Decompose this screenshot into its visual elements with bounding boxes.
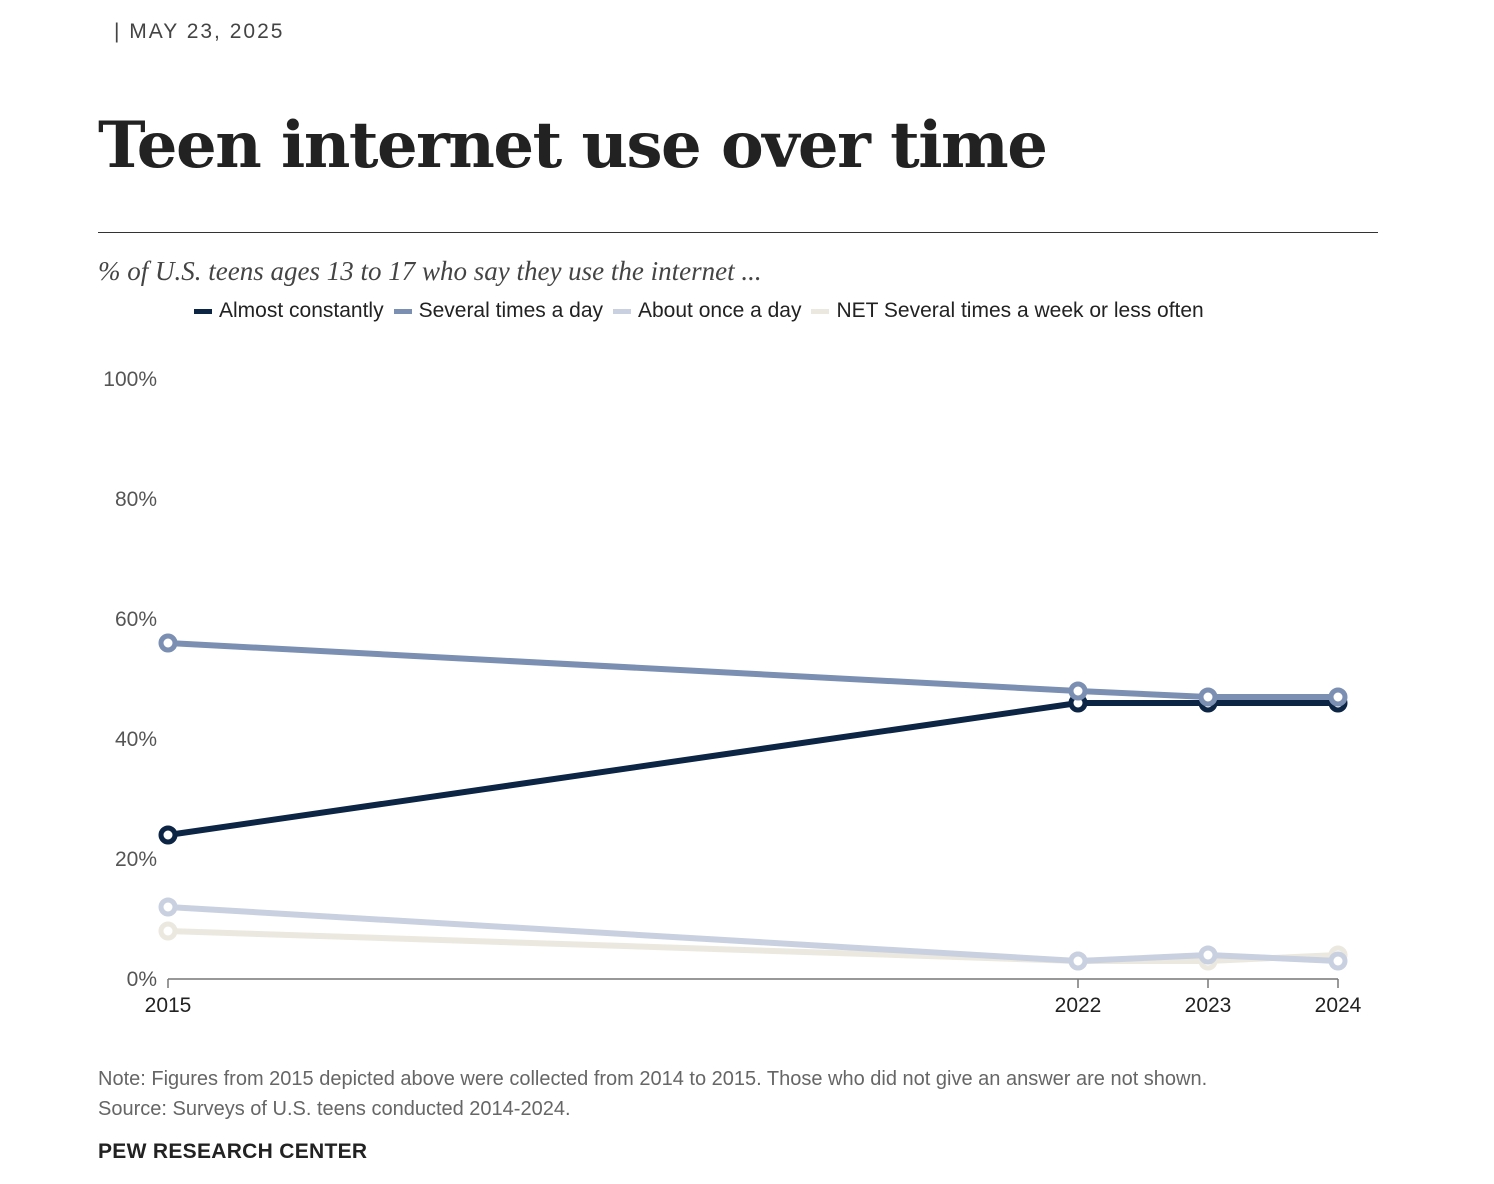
series-line-almost-constantly — [167, 700, 1338, 838]
data-point — [158, 633, 178, 653]
x-tick-label: 2022 — [1055, 994, 1102, 1017]
data-point — [1068, 951, 1088, 971]
legend-item: Several times a day — [393, 299, 603, 323]
legend-swatch — [811, 308, 830, 314]
legend-label: Several times a day — [418, 299, 603, 322]
source-text: Source: Surveys of U.S. teens conducted … — [98, 1098, 571, 1120]
title-divider — [98, 232, 1378, 233]
data-point — [158, 897, 178, 917]
chart-title: Teen internet use over time — [98, 108, 1048, 183]
data-point — [158, 921, 178, 941]
series-line-several-times-a-day — [167, 640, 1338, 700]
legend-label: About once a day — [638, 299, 802, 322]
note-text: Note: Figures from 2015 depicted above w… — [98, 1068, 1208, 1090]
y-tick-label: 80% — [115, 488, 157, 511]
legend: Almost constantly Several times a day Abou… — [194, 299, 1214, 323]
data-point — [1198, 687, 1218, 707]
legend-label: NET Several times a week or less often — [836, 299, 1204, 322]
data-point — [1328, 951, 1348, 971]
brand-label: PEW RESEARCH CENTER — [98, 1140, 368, 1163]
legend-item: NET Several times a week or less often — [811, 299, 1204, 323]
legend-item: Almost constantly — [194, 299, 384, 323]
legend-swatch — [613, 308, 631, 314]
legend-swatch — [393, 308, 412, 314]
data-point — [158, 825, 178, 845]
y-tick-label: 40% — [115, 728, 157, 751]
legend-swatch — [194, 308, 212, 314]
data-point — [1328, 687, 1348, 707]
publish-date: | MAY 23, 2025 — [114, 20, 285, 43]
legend-label: Almost constantly — [219, 299, 384, 322]
x-tick-label: 2024 — [1315, 994, 1362, 1017]
y-tick-label: 60% — [115, 608, 157, 631]
data-point — [1198, 945, 1218, 965]
series-line-about-once-a-day — [167, 904, 1339, 964]
x-tick-label: 2023 — [1185, 994, 1232, 1017]
y-tick-label: 0% — [127, 968, 157, 991]
data-point — [1068, 681, 1088, 701]
y-tick-label: 20% — [115, 848, 157, 871]
y-tick-label: 100% — [103, 368, 157, 391]
chart-subtitle: % of U.S. teens ages 13 to 17 who say th… — [98, 256, 762, 286]
legend-item: About once a day — [613, 299, 801, 323]
x-tick-label: 2015 — [145, 994, 192, 1017]
chart-note: Note: Figures from 2015 depicted above w… — [98, 1064, 1207, 1124]
